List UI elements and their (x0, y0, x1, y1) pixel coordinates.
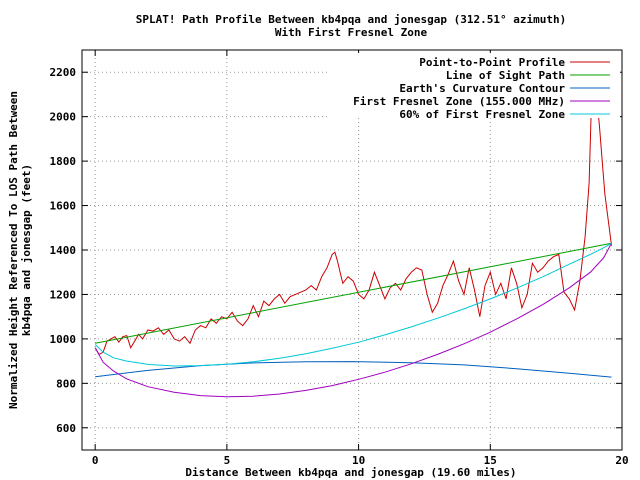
x-axis-label: Distance Between kb4pqa and jonesgap (19… (185, 466, 516, 479)
chart-title: SPLAT! Path Profile Between kb4pqa and j… (136, 13, 566, 26)
legend-background (330, 53, 620, 66)
legend-background (330, 105, 620, 118)
y-tick-label: 2000 (50, 111, 77, 124)
y-axis-label-line2: kb4pqa and jonesgap (feet) (20, 164, 33, 336)
legend-label: Point-to-Point Profile (419, 56, 565, 69)
legend-label: Line of Sight Path (446, 69, 565, 82)
x-tick-label: 0 (92, 454, 99, 467)
x-tick-label: 20 (615, 454, 628, 467)
series-line-60-of-first-fresnel-zone (94, 242, 612, 367)
y-axis-label-line1: Normalized Height Referenced To LOS Path… (7, 91, 20, 409)
legend-background (330, 66, 620, 79)
x-tick-label: 15 (484, 454, 497, 467)
series-line-point-to-point-profile (94, 65, 612, 356)
legend-label: Earth's Curvature Contour (399, 82, 565, 95)
series-line-first-fresnel-zone-155-000-mhz (94, 243, 612, 398)
series-line-line-of-sight-path (95, 242, 612, 344)
y-tick-label: 600 (56, 422, 76, 435)
series-layer (94, 65, 612, 398)
y-tick-label: 1600 (50, 200, 77, 213)
y-tick-label: 2200 (50, 66, 77, 79)
y-tick-label: 1200 (50, 288, 77, 301)
legend-background (330, 79, 620, 92)
legend-label: First Fresnel Zone (155.000 MHz) (353, 95, 565, 108)
x-tick-label: 10 (352, 454, 365, 467)
legend-label: 60% of First Fresnel Zone (399, 108, 565, 121)
y-tick-label: 1800 (50, 155, 77, 168)
plot-frame (81, 49, 623, 451)
y-tick-label: 800 (56, 377, 76, 390)
x-axis-ticks: 0 5 10 15 20 (92, 50, 629, 467)
y-tick-label: 1400 (50, 244, 77, 257)
series-line-earth-s-curvature-contour (95, 361, 612, 378)
y-tick-label: 1000 (50, 333, 77, 346)
y-axis-ticks: 600 800 1000 1200 1400 1600 1800 2000 2200 (50, 66, 622, 435)
legend-background (330, 92, 620, 105)
x-tick-label: 5 (224, 454, 231, 467)
chart-subtitle: With First Fresnel Zone (275, 26, 428, 39)
